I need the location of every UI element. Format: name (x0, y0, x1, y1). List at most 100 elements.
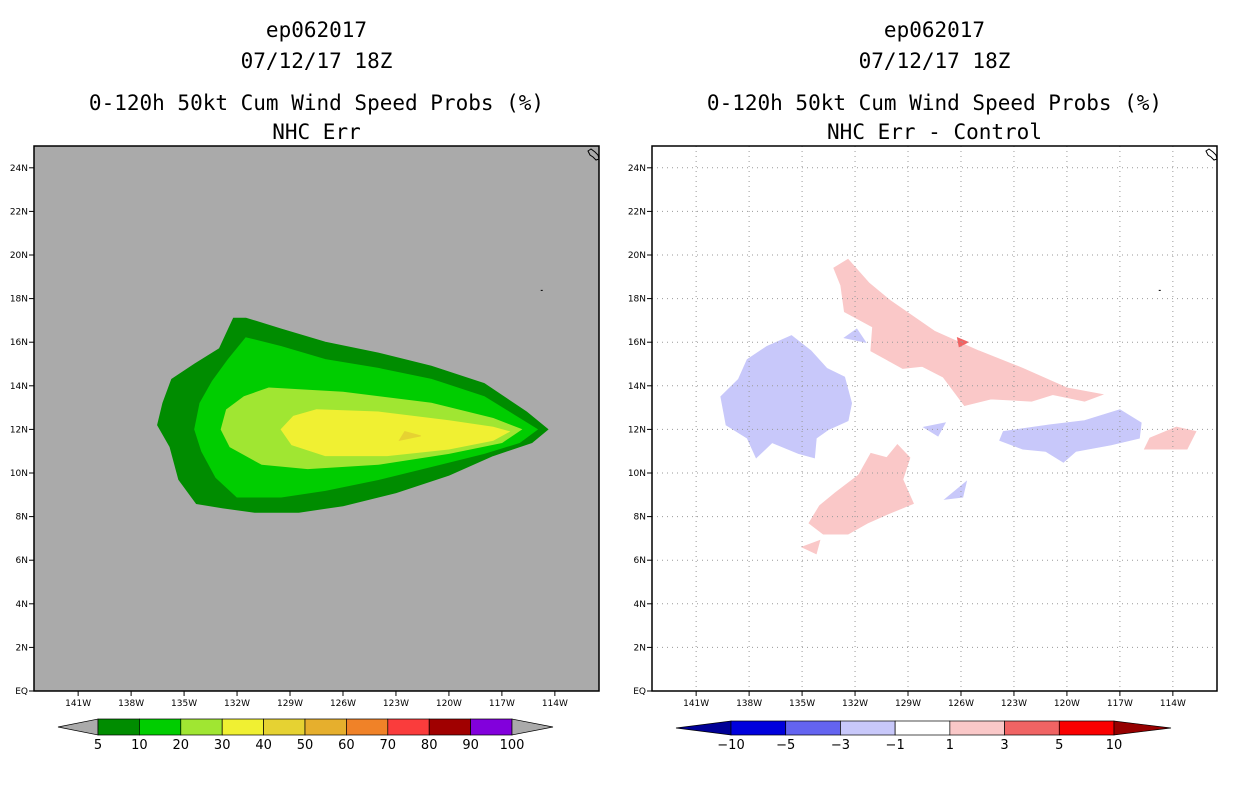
colorbar-label--10: −10 (717, 738, 744, 753)
colorbar-label-1: 1 (946, 738, 954, 753)
plot-frame (33, 145, 600, 692)
y-tick-label-14N: 14N (10, 382, 28, 392)
colorbar-box-6 (1058, 720, 1115, 736)
colorbar-label--1: −1 (886, 738, 905, 753)
x-tick-label-120W: 120W (1054, 699, 1080, 709)
colorbar-label-20: 20 (173, 738, 190, 753)
y-tick-label-16N: 16N (628, 338, 646, 348)
colorbar-label-10: 10 (1106, 738, 1123, 753)
colorbar-left-arrow (57, 718, 99, 736)
colorbar-label-5: 5 (94, 738, 102, 753)
colorbar-box-3 (221, 718, 264, 736)
y-tick-label-2N: 2N (16, 643, 28, 653)
colorbar-box-8 (428, 718, 471, 736)
colorbar-label-80: 80 (421, 738, 438, 753)
colorbar-label-3: 3 (1000, 738, 1008, 753)
y-tick-label-4N: 4N (634, 600, 646, 610)
left-datetime: 07/12/17 18Z (240, 49, 393, 73)
colorbar-label--5: −5 (776, 738, 795, 753)
contour-1-3-6 (808, 443, 914, 535)
y-tick-label-8N: 8N (634, 513, 646, 523)
y-tick-label-EQ: EQ (633, 687, 646, 697)
right-datetime: 07/12/17 18Z (858, 49, 1011, 73)
y-tick-label-12N: 12N (628, 425, 646, 435)
contour--3--1-1 (999, 409, 1142, 463)
y-tick-label-24N: 24N (628, 164, 646, 174)
y-tick-label-EQ: EQ (15, 687, 28, 697)
colorbar-label-30: 30 (214, 738, 231, 753)
left-wind-probability-map: 141W 138W 135W 132W 129W 126W 123W 120W 117W 114W… (10, 145, 600, 753)
y-tick-label-24N: 24N (10, 164, 28, 174)
colorbar-label-10: 10 (131, 738, 148, 753)
island-mark (540, 289, 543, 291)
left-chart-title-block: ep062017 07/12/17 18Z 0-120h 50kt Cum Wi… (34, 16, 599, 147)
contour-1-3-8 (800, 539, 821, 555)
x-tick-label-141W: 141W (65, 699, 91, 709)
x-tick-label-114W: 114W (542, 699, 568, 709)
colorbar-right-arrow (1113, 720, 1172, 736)
x-tick-label-120W: 120W (436, 699, 462, 709)
island-mark (1158, 289, 1161, 291)
contour-30-40-3 (280, 409, 511, 457)
y-tick-label-10N: 10N (628, 469, 646, 479)
contour--3--1-3 (922, 422, 947, 437)
y-tick-label-20N: 20N (10, 251, 28, 261)
y-tick-label-16N: 16N (10, 338, 28, 348)
colorbar-label-40: 40 (255, 738, 272, 753)
left-chart-subtitle: NHC Err (272, 120, 361, 144)
x-tick-label-129W: 129W (895, 699, 921, 709)
y-tick-label-22N: 22N (628, 207, 646, 217)
right-chart-title-block: ep062017 07/12/17 18Z 0-120h 50kt Cum Wi… (652, 16, 1217, 147)
y-tick-label-14N: 14N (628, 382, 646, 392)
colorbar-box-2 (840, 720, 896, 736)
colorbar-label-5: 5 (1055, 738, 1063, 753)
x-tick-label-135W: 135W (171, 699, 197, 709)
x-tick-label-141W: 141W (683, 699, 709, 709)
colorbar-box-0 (730, 720, 787, 736)
y-tick-label-12N: 12N (10, 425, 28, 435)
y-tick-label-4N: 4N (16, 600, 28, 610)
right-storm-id: ep062017 (883, 18, 986, 42)
colorbar-right-arrow (511, 718, 554, 736)
x-tick-label-126W: 126W (948, 699, 974, 709)
x-tick-label-132W: 132W (224, 699, 250, 709)
colorbar-box-1 (785, 720, 841, 736)
colorbar-label-60: 60 (338, 738, 355, 753)
left-storm-id: ep062017 (265, 18, 368, 42)
right-chart-subtitle: NHC Err - Control (827, 120, 1042, 144)
colorbar-label-70: 70 (380, 738, 397, 753)
y-tick-label-6N: 6N (16, 556, 28, 566)
x-tick-label-123W: 123W (1001, 699, 1027, 709)
contour--3--1-0 (720, 335, 853, 459)
contour-1-3-5 (833, 258, 1105, 406)
colorbar-box-5 (304, 718, 347, 736)
x-tick-label-138W: 138W (118, 699, 144, 709)
contour-40-50-4 (398, 431, 421, 442)
x-tick-label-114W: 114W (1160, 699, 1186, 709)
colorbar-box-1 (139, 718, 182, 736)
colorbar-box-4 (263, 718, 306, 736)
plot-frame (651, 145, 1218, 692)
x-tick-label-129W: 129W (277, 699, 303, 709)
y-tick-label-6N: 6N (634, 556, 646, 566)
y-tick-label-10N: 10N (10, 469, 28, 479)
contour--3--1-4 (843, 328, 867, 343)
x-tick-label-138W: 138W (736, 699, 762, 709)
x-tick-label-132W: 132W (842, 699, 868, 709)
left-chart-title: 0-120h 50kt Cum Wind Speed Probs (%) (88, 91, 545, 115)
x-tick-label-117W: 117W (1107, 699, 1133, 709)
colorbar-label--3: −3 (831, 738, 850, 753)
y-tick-label-20N: 20N (628, 251, 646, 261)
y-tick-label-22N: 22N (10, 207, 28, 217)
x-tick-label-135W: 135W (789, 699, 815, 709)
y-tick-label-2N: 2N (634, 643, 646, 653)
colorbar-box-6 (346, 718, 389, 736)
x-tick-label-117W: 117W (489, 699, 515, 709)
x-tick-label-123W: 123W (383, 699, 409, 709)
colorbar-label-50: 50 (297, 738, 314, 753)
x-tick-label-126W: 126W (330, 699, 356, 709)
colorbar-label-90: 90 (462, 738, 479, 753)
right-difference-map: 141W 138W 135W 132W 129W 126W 123W 120W 117W 114W… (628, 145, 1218, 753)
colorbar-box-0 (97, 718, 140, 736)
colorbar-box-3 (894, 720, 951, 736)
